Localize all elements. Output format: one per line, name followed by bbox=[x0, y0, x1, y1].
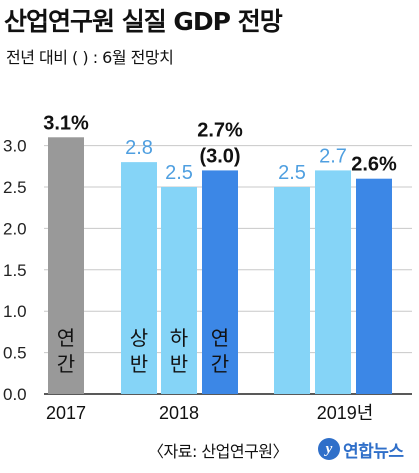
logo-text: 연합뉴스 bbox=[343, 441, 404, 462]
y-tick-label: 1.5 bbox=[3, 261, 27, 280]
bar-note-label: (3.0) bbox=[199, 145, 240, 167]
bar-category-label: 연 bbox=[57, 326, 75, 350]
bar bbox=[356, 178, 392, 394]
bar-value-label: 2.7% bbox=[197, 119, 243, 141]
bar-value-label: 2.5 bbox=[165, 162, 193, 184]
bar-category-label: 간 bbox=[57, 352, 75, 376]
chart-subtitle: 전년 대비 ( ) : 6월 전망치 bbox=[6, 48, 174, 67]
x-group-label: 2018 bbox=[159, 403, 199, 423]
y-tick-label: 0.5 bbox=[3, 344, 27, 363]
y-tick-label: 2.5 bbox=[3, 178, 27, 197]
chart-title: 산업연구원 실질 GDP 전망 bbox=[4, 7, 283, 36]
x-group-label: 2017 bbox=[46, 403, 86, 423]
y-tick-label: 1.0 bbox=[3, 302, 27, 321]
bar bbox=[202, 170, 238, 394]
bar-category-label: 하 bbox=[170, 326, 188, 350]
bar-value-label: 2.5 bbox=[278, 162, 306, 184]
yonhap-logo-icon: y bbox=[318, 438, 340, 460]
y-tick-label: 2.0 bbox=[3, 219, 27, 238]
y-tick-label: 3.0 bbox=[3, 137, 27, 156]
bar bbox=[121, 162, 157, 394]
bar bbox=[315, 170, 351, 394]
bar bbox=[48, 137, 84, 394]
bar-value-label: 2.6% bbox=[351, 154, 397, 176]
bar-category-label: 반 bbox=[170, 352, 188, 376]
bar-category-label: 간 bbox=[211, 352, 229, 376]
source-note: 〈자료: 산업연구원〉 bbox=[148, 442, 289, 461]
yonhap-logo: y 연합뉴스 bbox=[318, 434, 404, 464]
y-tick-label: 0.0 bbox=[3, 385, 27, 404]
bar-category-label: 연 bbox=[211, 326, 229, 350]
bar-value-label: 2.7 bbox=[319, 145, 347, 167]
bar-category-label: 상 bbox=[130, 326, 148, 350]
bar-value-label: 3.1% bbox=[43, 112, 89, 134]
bar bbox=[161, 186, 197, 394]
bar-category-label: 반 bbox=[130, 352, 148, 376]
bar-value-label: 2.8 bbox=[125, 137, 153, 159]
x-group-label: 2019년 bbox=[317, 403, 374, 423]
bar bbox=[274, 186, 310, 394]
